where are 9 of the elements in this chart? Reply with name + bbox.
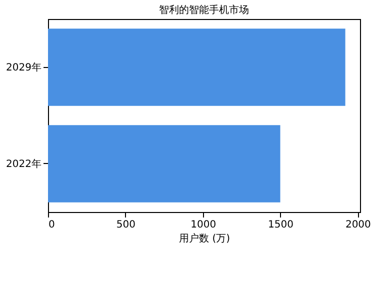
- x-tick-label: 1000: [190, 220, 216, 230]
- x-tick-label: 2000: [345, 220, 371, 230]
- x-tick-label: 1500: [268, 220, 294, 230]
- chart-title: 智利的智能手机市场: [159, 4, 249, 16]
- x-tick-label: 500: [116, 220, 136, 230]
- y-tick-label: 2022年: [6, 158, 42, 170]
- x-axis-title: 用户数 (万): [179, 232, 230, 244]
- y-tick-label: 2029年: [6, 61, 42, 74]
- x-tick-label: 0: [48, 220, 55, 230]
